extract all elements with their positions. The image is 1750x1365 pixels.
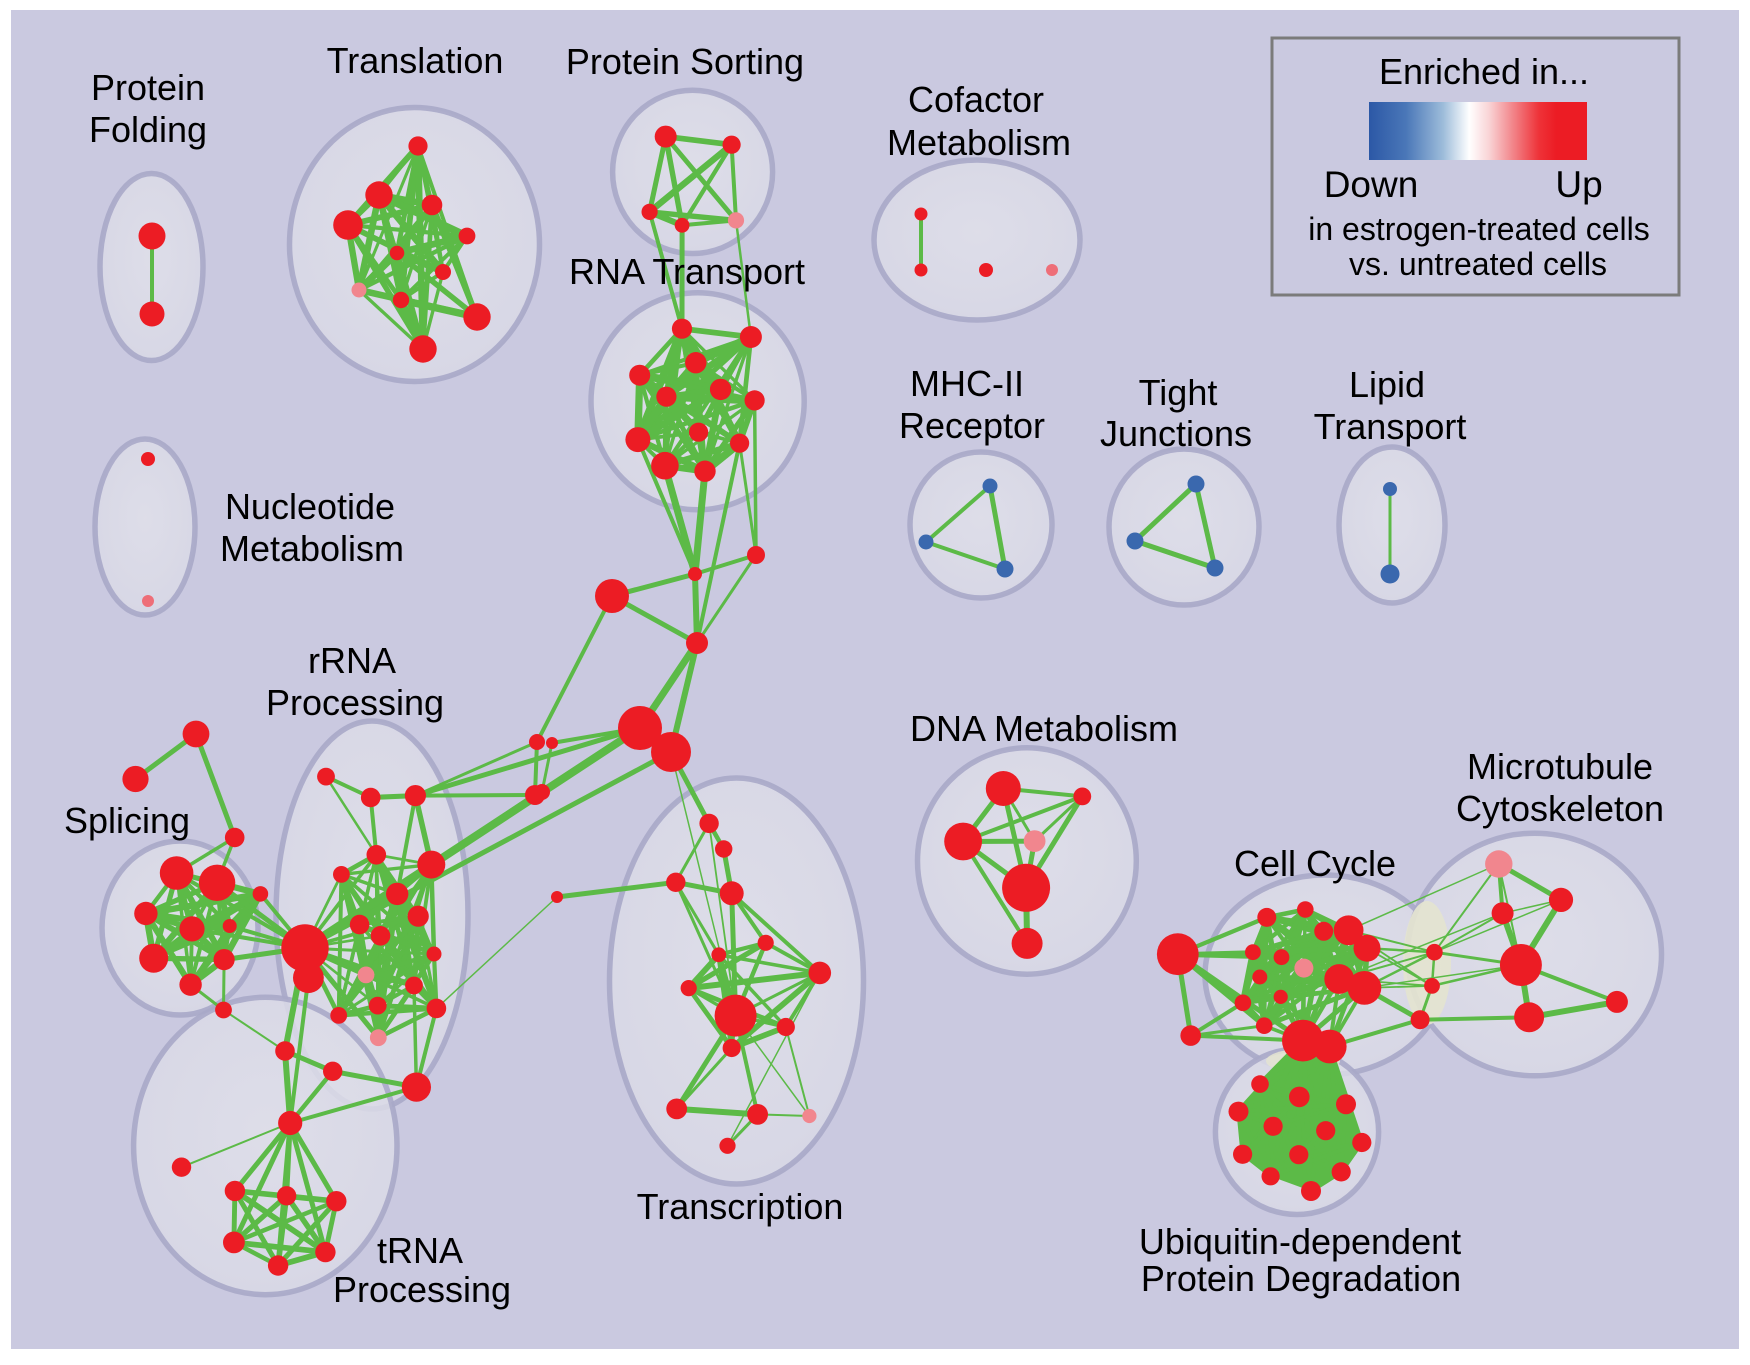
svg-text:tRNA: tRNA	[377, 1230, 463, 1271]
svg-text:Processing: Processing	[266, 682, 444, 723]
svg-text:Protein Degradation: Protein Degradation	[1141, 1258, 1461, 1299]
svg-text:Lipid: Lipid	[1349, 364, 1425, 405]
svg-text:Cytoskeleton: Cytoskeleton	[1456, 788, 1664, 829]
svg-text:in estrogen-treated cells: in estrogen-treated cells	[1308, 211, 1650, 247]
svg-text:MHC-II: MHC-II	[910, 363, 1024, 404]
svg-text:Cell Cycle: Cell Cycle	[1234, 843, 1396, 884]
svg-text:Translation: Translation	[327, 40, 504, 81]
svg-text:Protein: Protein	[91, 67, 205, 108]
svg-text:Splicing: Splicing	[64, 800, 190, 841]
svg-text:RNA Transport: RNA Transport	[569, 251, 805, 292]
svg-text:Junctions: Junctions	[1100, 413, 1252, 454]
svg-text:Microtubule: Microtubule	[1467, 746, 1653, 787]
svg-text:Enriched in...: Enriched in...	[1379, 51, 1589, 92]
svg-text:vs. untreated cells: vs. untreated cells	[1349, 246, 1607, 282]
svg-text:Down: Down	[1324, 164, 1419, 205]
svg-text:Transport: Transport	[1314, 406, 1467, 447]
svg-text:Up: Up	[1555, 164, 1602, 205]
svg-text:DNA Metabolism: DNA Metabolism	[910, 708, 1178, 749]
svg-text:Folding: Folding	[89, 109, 207, 150]
svg-text:Ubiquitin-dependent: Ubiquitin-dependent	[1139, 1221, 1461, 1262]
svg-text:Processing: Processing	[333, 1269, 511, 1310]
svg-text:rRNA: rRNA	[308, 640, 396, 681]
svg-text:Protein Sorting: Protein Sorting	[566, 41, 804, 82]
svg-text:Metabolism: Metabolism	[220, 528, 404, 569]
svg-text:Nucleotide: Nucleotide	[225, 486, 395, 527]
svg-text:Metabolism: Metabolism	[887, 122, 1071, 163]
svg-text:Receptor: Receptor	[899, 405, 1045, 446]
svg-text:Transcription: Transcription	[637, 1186, 844, 1227]
svg-text:Cofactor: Cofactor	[908, 79, 1044, 120]
svg-text:Tight: Tight	[1139, 372, 1218, 413]
